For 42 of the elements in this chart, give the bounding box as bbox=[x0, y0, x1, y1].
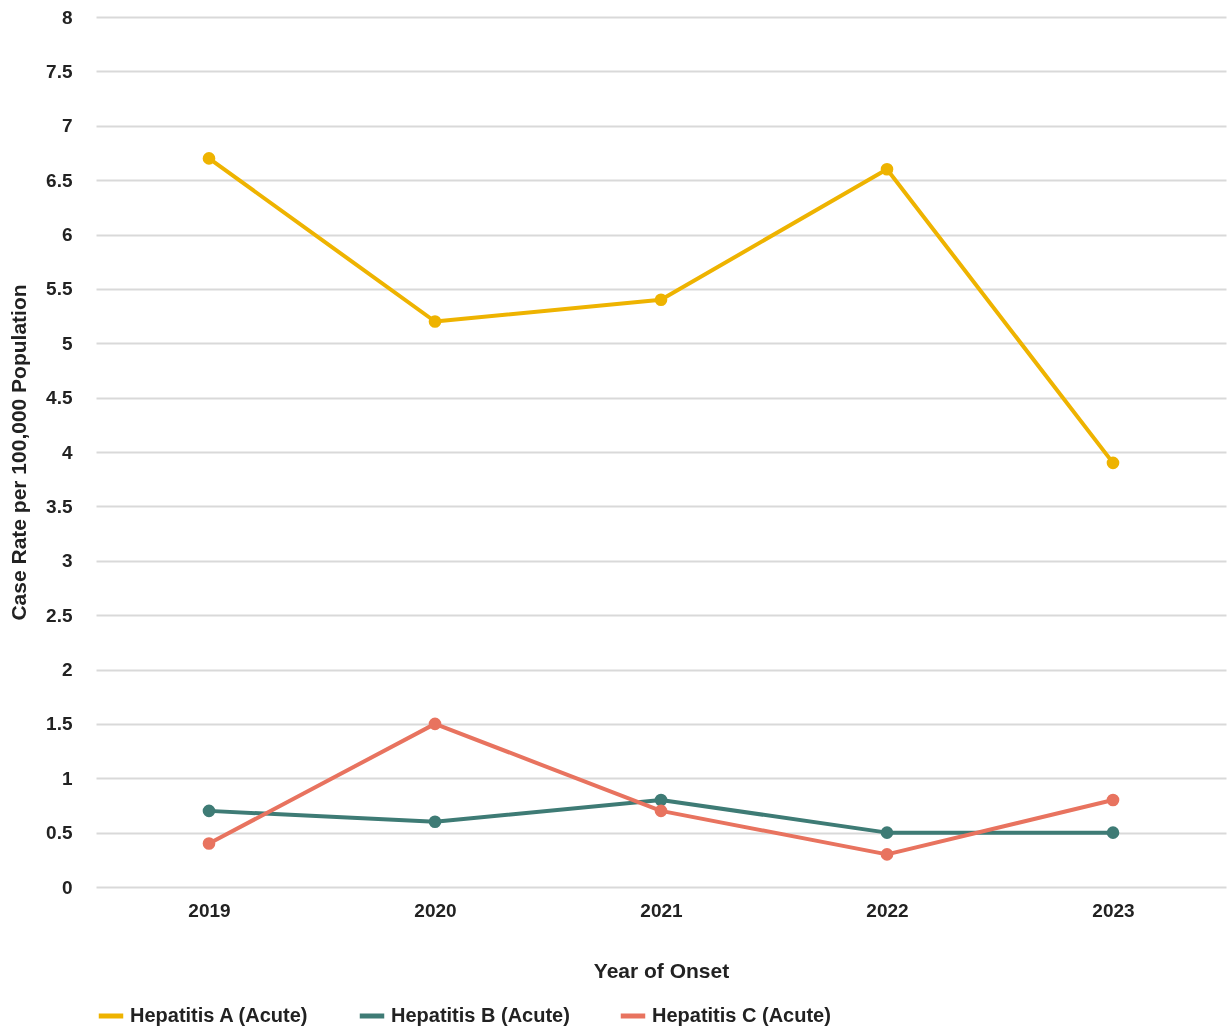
x-tick-label: 2019 bbox=[188, 899, 231, 921]
point bbox=[880, 848, 894, 861]
point bbox=[202, 804, 216, 818]
y-tick-label: 5 bbox=[61, 332, 73, 354]
point bbox=[428, 815, 442, 829]
y-tick-label: 0 bbox=[61, 876, 73, 898]
y-tick-label: 1.5 bbox=[46, 713, 73, 735]
point bbox=[1106, 793, 1120, 807]
point bbox=[428, 717, 442, 731]
y-tick-label: 2.5 bbox=[46, 604, 73, 626]
point bbox=[880, 162, 894, 176]
point bbox=[654, 793, 668, 807]
y-tick-label: 7 bbox=[61, 115, 73, 137]
x-tick-label: 2023 bbox=[1092, 899, 1135, 921]
y-tick-label: 8 bbox=[61, 6, 73, 28]
point bbox=[202, 152, 216, 165]
point bbox=[654, 804, 668, 818]
y-tick-label: 3.5 bbox=[46, 495, 73, 517]
y-tick-label: 2 bbox=[61, 659, 73, 680]
y-tick-label: 6 bbox=[61, 224, 73, 245]
x-tick-label: 2021 bbox=[640, 899, 684, 921]
x-tick-label: 2022 bbox=[866, 899, 909, 921]
point bbox=[428, 315, 442, 328]
point bbox=[1106, 826, 1120, 839]
y-tick-label: 7.5 bbox=[46, 60, 73, 82]
x-axis-title: Year of Onset bbox=[593, 958, 730, 982]
legend-label: Hepatitis A (Acute) bbox=[130, 1004, 308, 1026]
y-tick-label: 0.5 bbox=[46, 822, 73, 844]
y-tick-label: 5.5 bbox=[46, 278, 73, 300]
y-axis-title: Case Rate per 100,000 Population bbox=[7, 284, 31, 621]
y-tick-label: 6.5 bbox=[46, 169, 73, 191]
y-tick-label: 3 bbox=[61, 550, 73, 572]
point bbox=[654, 293, 668, 307]
y-tick-label: 4.5 bbox=[46, 387, 73, 409]
x-tick-label: 2020 bbox=[414, 899, 457, 921]
point bbox=[202, 837, 216, 850]
legend-label: Hepatitis C (Acute) bbox=[652, 1004, 831, 1026]
point bbox=[880, 826, 894, 839]
point bbox=[1106, 456, 1120, 470]
y-tick-label: 4 bbox=[61, 441, 73, 463]
legend-label: Hepatitis B (Acute) bbox=[391, 1004, 570, 1026]
y-tick-label: 1 bbox=[61, 767, 73, 789]
